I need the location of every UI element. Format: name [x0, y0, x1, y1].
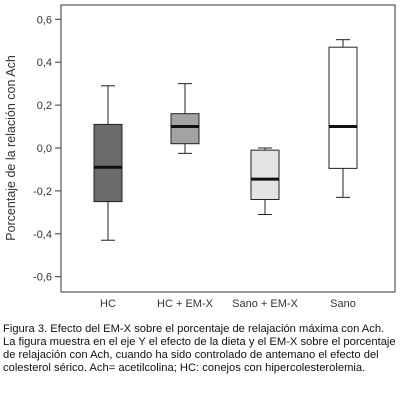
y-tick-label: 0,2 [37, 100, 52, 112]
y-axis: 0,6 0,4 0,2 0,0 -0,2 -0,4 -0,6 [33, 14, 61, 284]
box-hc-em-x [170, 83, 200, 154]
y-tick-label: -0,6 [33, 272, 52, 284]
x-axis: HC HC + EM-X Sano + EM-X Sano [100, 298, 356, 310]
boxes [93, 39, 358, 241]
box-sano [328, 39, 358, 198]
figure-caption: Figura 3. Efecto del EM-X sobre el porce… [3, 323, 396, 374]
y-tick-label: 0,6 [37, 14, 52, 26]
box-sano-em-x [250, 147, 280, 215]
y-tick-label: 0,4 [37, 57, 52, 69]
y-axis-title: Porcentaje de la relación con Ach [4, 55, 18, 241]
iqr-box [170, 113, 200, 145]
x-category-label: Sano + EM-X [232, 298, 298, 310]
iqr-box [328, 46, 358, 169]
y-tick-label: 0,0 [37, 143, 52, 155]
iqr-box [93, 123, 123, 203]
x-category-label: Sano [330, 298, 356, 310]
iqr-box [250, 149, 280, 200]
y-tick-label: -0,4 [33, 229, 52, 241]
x-category-label: HC + EM-X [157, 298, 214, 310]
box-plot-chart: 0,6 0,4 0,2 0,0 -0,2 -0,4 -0,6 HC HC + EM-X Sano… [4, 4, 396, 310]
y-tick-label: -0,2 [33, 186, 52, 198]
x-category-label: HC [100, 298, 116, 310]
box-hc [93, 85, 123, 241]
